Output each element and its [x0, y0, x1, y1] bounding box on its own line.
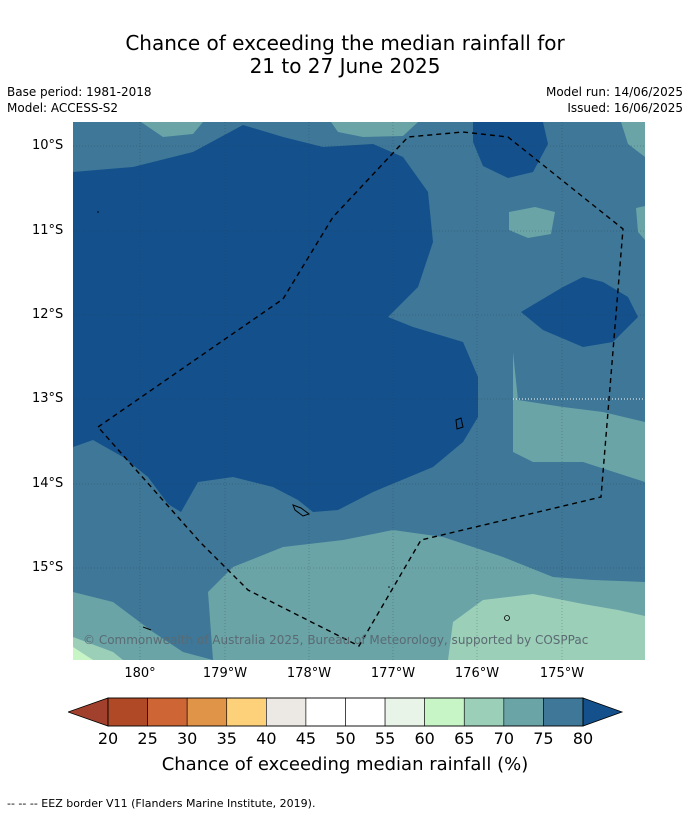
region-65-70-north-2: [331, 122, 418, 137]
copyright-text: © Commonwealth of Australia 2025, Bureau…: [83, 633, 589, 647]
lat-label-13s: 13°S: [32, 391, 64, 406]
lat-label-11s: 11°S: [32, 223, 64, 238]
meta-left: Base period: 1981-2018 Model: ACCESS-S2: [7, 84, 152, 116]
lon-label-175w: 175°W: [539, 666, 585, 681]
model-run: Model run: 14/06/2025: [545, 85, 683, 99]
colorbar-segment: [345, 697, 386, 727]
lon-label-177w: 177°W: [370, 666, 416, 681]
lat-label-10s: 10°S: [32, 138, 64, 153]
lat-label-15s: 15°S: [32, 560, 64, 575]
island-southwest: [142, 626, 152, 631]
colorbar-outline: [107, 697, 584, 727]
lat-label-14s: 14°S: [32, 476, 64, 491]
colorbar-segment: [266, 697, 307, 727]
colorbar-over-arrow: [582, 697, 624, 727]
colorbar-segment: [543, 697, 584, 727]
eez-border: [96, 131, 624, 647]
colorbar-tick-label: 40: [256, 729, 277, 748]
colorbar-segment: [424, 697, 465, 727]
colorbar-label: Chance of exceeding median rainfall (%): [161, 754, 529, 775]
lon-label-178w: 178°W: [286, 666, 332, 681]
colorbar-tick-label: 75: [533, 729, 554, 748]
colorbar-segment: [147, 697, 188, 727]
colorbar-tick-label: 65: [454, 729, 475, 748]
colorbar-segments: [107, 697, 584, 727]
rainfall-map: [73, 122, 645, 660]
colorbar: [68, 697, 624, 727]
island-south: [504, 615, 510, 621]
colorbar-segment: [107, 697, 148, 727]
region-60-65-se: [448, 594, 645, 660]
colorbar-segment: [384, 697, 425, 727]
colorbar-tick-label: 35: [216, 729, 237, 748]
issued-date: Issued: 16/06/2025: [567, 101, 683, 115]
island-futuna: [292, 504, 311, 517]
region-75-80-ne: [473, 122, 548, 178]
region-75-80-east: [521, 277, 638, 347]
colorbar-segment: [503, 697, 544, 727]
island-wallis: [455, 417, 464, 430]
region-65-70-east: [513, 352, 645, 482]
island-central: [388, 586, 390, 588]
colorbar-under-arrow: [68, 697, 109, 727]
region-65-70-north-1: [141, 122, 203, 137]
colorbar-tick-label: 45: [295, 729, 317, 748]
model-name: Model: ACCESS-S2: [7, 101, 119, 115]
lon-label-176w: 176°W: [454, 666, 500, 681]
colorbar-segment: [463, 697, 505, 727]
colorbar-tick-label: 55: [374, 729, 396, 748]
colorbar-segment: [226, 697, 267, 727]
region-65-70-sw: [73, 592, 213, 660]
map-gridlines: [73, 122, 645, 660]
chart-title-line1: Chance of exceeding the median rainfall …: [125, 31, 565, 55]
colorbar-segment: [305, 697, 346, 727]
chart-title-line2: 21 to 27 June 2025: [249, 54, 441, 78]
region-65-70-ne-edge: [636, 206, 645, 240]
colorbar-tick-label: 20: [97, 729, 119, 748]
lat-label-12s: 12°S: [32, 307, 64, 322]
footnote-eez: -- -- -- EEZ border V11 (Flanders Marine…: [7, 797, 316, 810]
colorbar-tick-label: 25: [137, 729, 158, 748]
island-northwest: [97, 211, 99, 213]
meta-right: Model run: 14/06/2025 Issued: 16/06/2025: [546, 84, 683, 116]
region-65-70-ne-patch: [509, 207, 555, 238]
colorbar-tick-label: 60: [414, 729, 435, 748]
base-period: Base period: 1981-2018: [7, 85, 152, 99]
region-60-65-sw: [73, 637, 123, 660]
colorbar-tick-label: 80: [572, 729, 594, 748]
lon-label-179w: 179°W: [202, 666, 248, 681]
region-65-70-north-3: [621, 122, 645, 157]
lon-label-180: 180°: [124, 666, 156, 681]
colorbar-segment: [186, 697, 228, 727]
colorbar-tick-label: 30: [176, 729, 198, 748]
region-75-80-main: [73, 125, 478, 512]
colorbar-tick-label: 70: [493, 729, 515, 748]
colorbar-tick-label: 50: [335, 729, 356, 748]
region-55-60-sw: [73, 647, 93, 660]
